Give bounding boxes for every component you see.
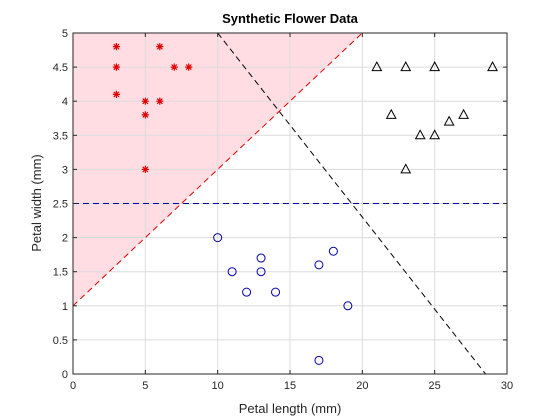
- data-point-circle: [213, 233, 223, 243]
- data-point-triangle: [429, 129, 441, 140]
- x-axis-label: Petal length (mm): [239, 401, 342, 416]
- x-tick-label: 5: [142, 380, 148, 392]
- boundary-line-red: [73, 33, 363, 307]
- data-point-asterisk: [141, 111, 149, 119]
- data-point-asterisk: [141, 97, 149, 105]
- data-point-asterisk: [112, 43, 120, 51]
- data-point-triangle: [458, 108, 470, 119]
- data-point-asterisk: [185, 63, 193, 71]
- data-point-asterisk: [112, 90, 120, 98]
- data-point-triangle: [371, 61, 383, 72]
- data-points: [112, 43, 498, 365]
- data-point-circle: [328, 246, 338, 256]
- y-tick-label: 2.5: [53, 199, 68, 211]
- data-point-triangle: [429, 61, 441, 72]
- x-tick-label: 15: [284, 380, 296, 392]
- x-tick-label: 20: [356, 380, 368, 392]
- data-point-circle: [227, 267, 237, 277]
- y-tick-label: 4: [62, 96, 68, 108]
- boundary-line-black: [217, 33, 487, 374]
- y-tick-label: 4.5: [53, 62, 68, 74]
- data-point-asterisk: [112, 63, 120, 71]
- data-point-triangle: [400, 61, 412, 72]
- boundary-lines: [73, 33, 507, 374]
- y-tick-label: 0.5: [53, 335, 68, 347]
- y-tick-label: 2: [62, 233, 68, 245]
- y-tick-label: 3.5: [53, 130, 68, 142]
- chart-title: Synthetic Flower Data: [222, 11, 359, 26]
- axis-ticks: 0 5 10 15 20 25 30 0 0.5 1 1.5 2 2.5 3 3.5 4 4.5 5: [53, 28, 513, 392]
- y-tick-label: 0: [62, 369, 68, 381]
- x-tick-label: 30: [501, 380, 513, 392]
- data-point-asterisk: [156, 43, 164, 51]
- data-point-circle: [314, 260, 324, 270]
- data-point-asterisk: [156, 97, 164, 105]
- y-tick-label: 1: [62, 301, 68, 313]
- data-point-triangle: [487, 61, 498, 72]
- data-point-circle: [343, 301, 353, 311]
- y-axis-label: Petal width (mm): [29, 154, 44, 252]
- data-point-circle: [256, 267, 266, 277]
- data-point-triangle: [385, 108, 397, 119]
- x-tick-label: 25: [429, 380, 441, 392]
- y-tick-label: 5: [62, 28, 68, 40]
- data-point-triangle: [443, 115, 455, 126]
- y-tick-label: 1.5: [53, 267, 68, 279]
- data-point-asterisk: [170, 63, 178, 71]
- data-point-triangle: [400, 163, 412, 174]
- y-tick-label: 3: [62, 164, 68, 176]
- data-point-circle: [271, 287, 281, 297]
- x-tick-label: 0: [70, 380, 76, 392]
- data-point-circle: [256, 253, 266, 263]
- x-tick-label: 10: [212, 380, 224, 392]
- data-point-circle: [314, 355, 324, 365]
- data-point-circle: [242, 287, 252, 297]
- data-point-triangle: [414, 129, 426, 140]
- data-point-asterisk: [141, 165, 149, 173]
